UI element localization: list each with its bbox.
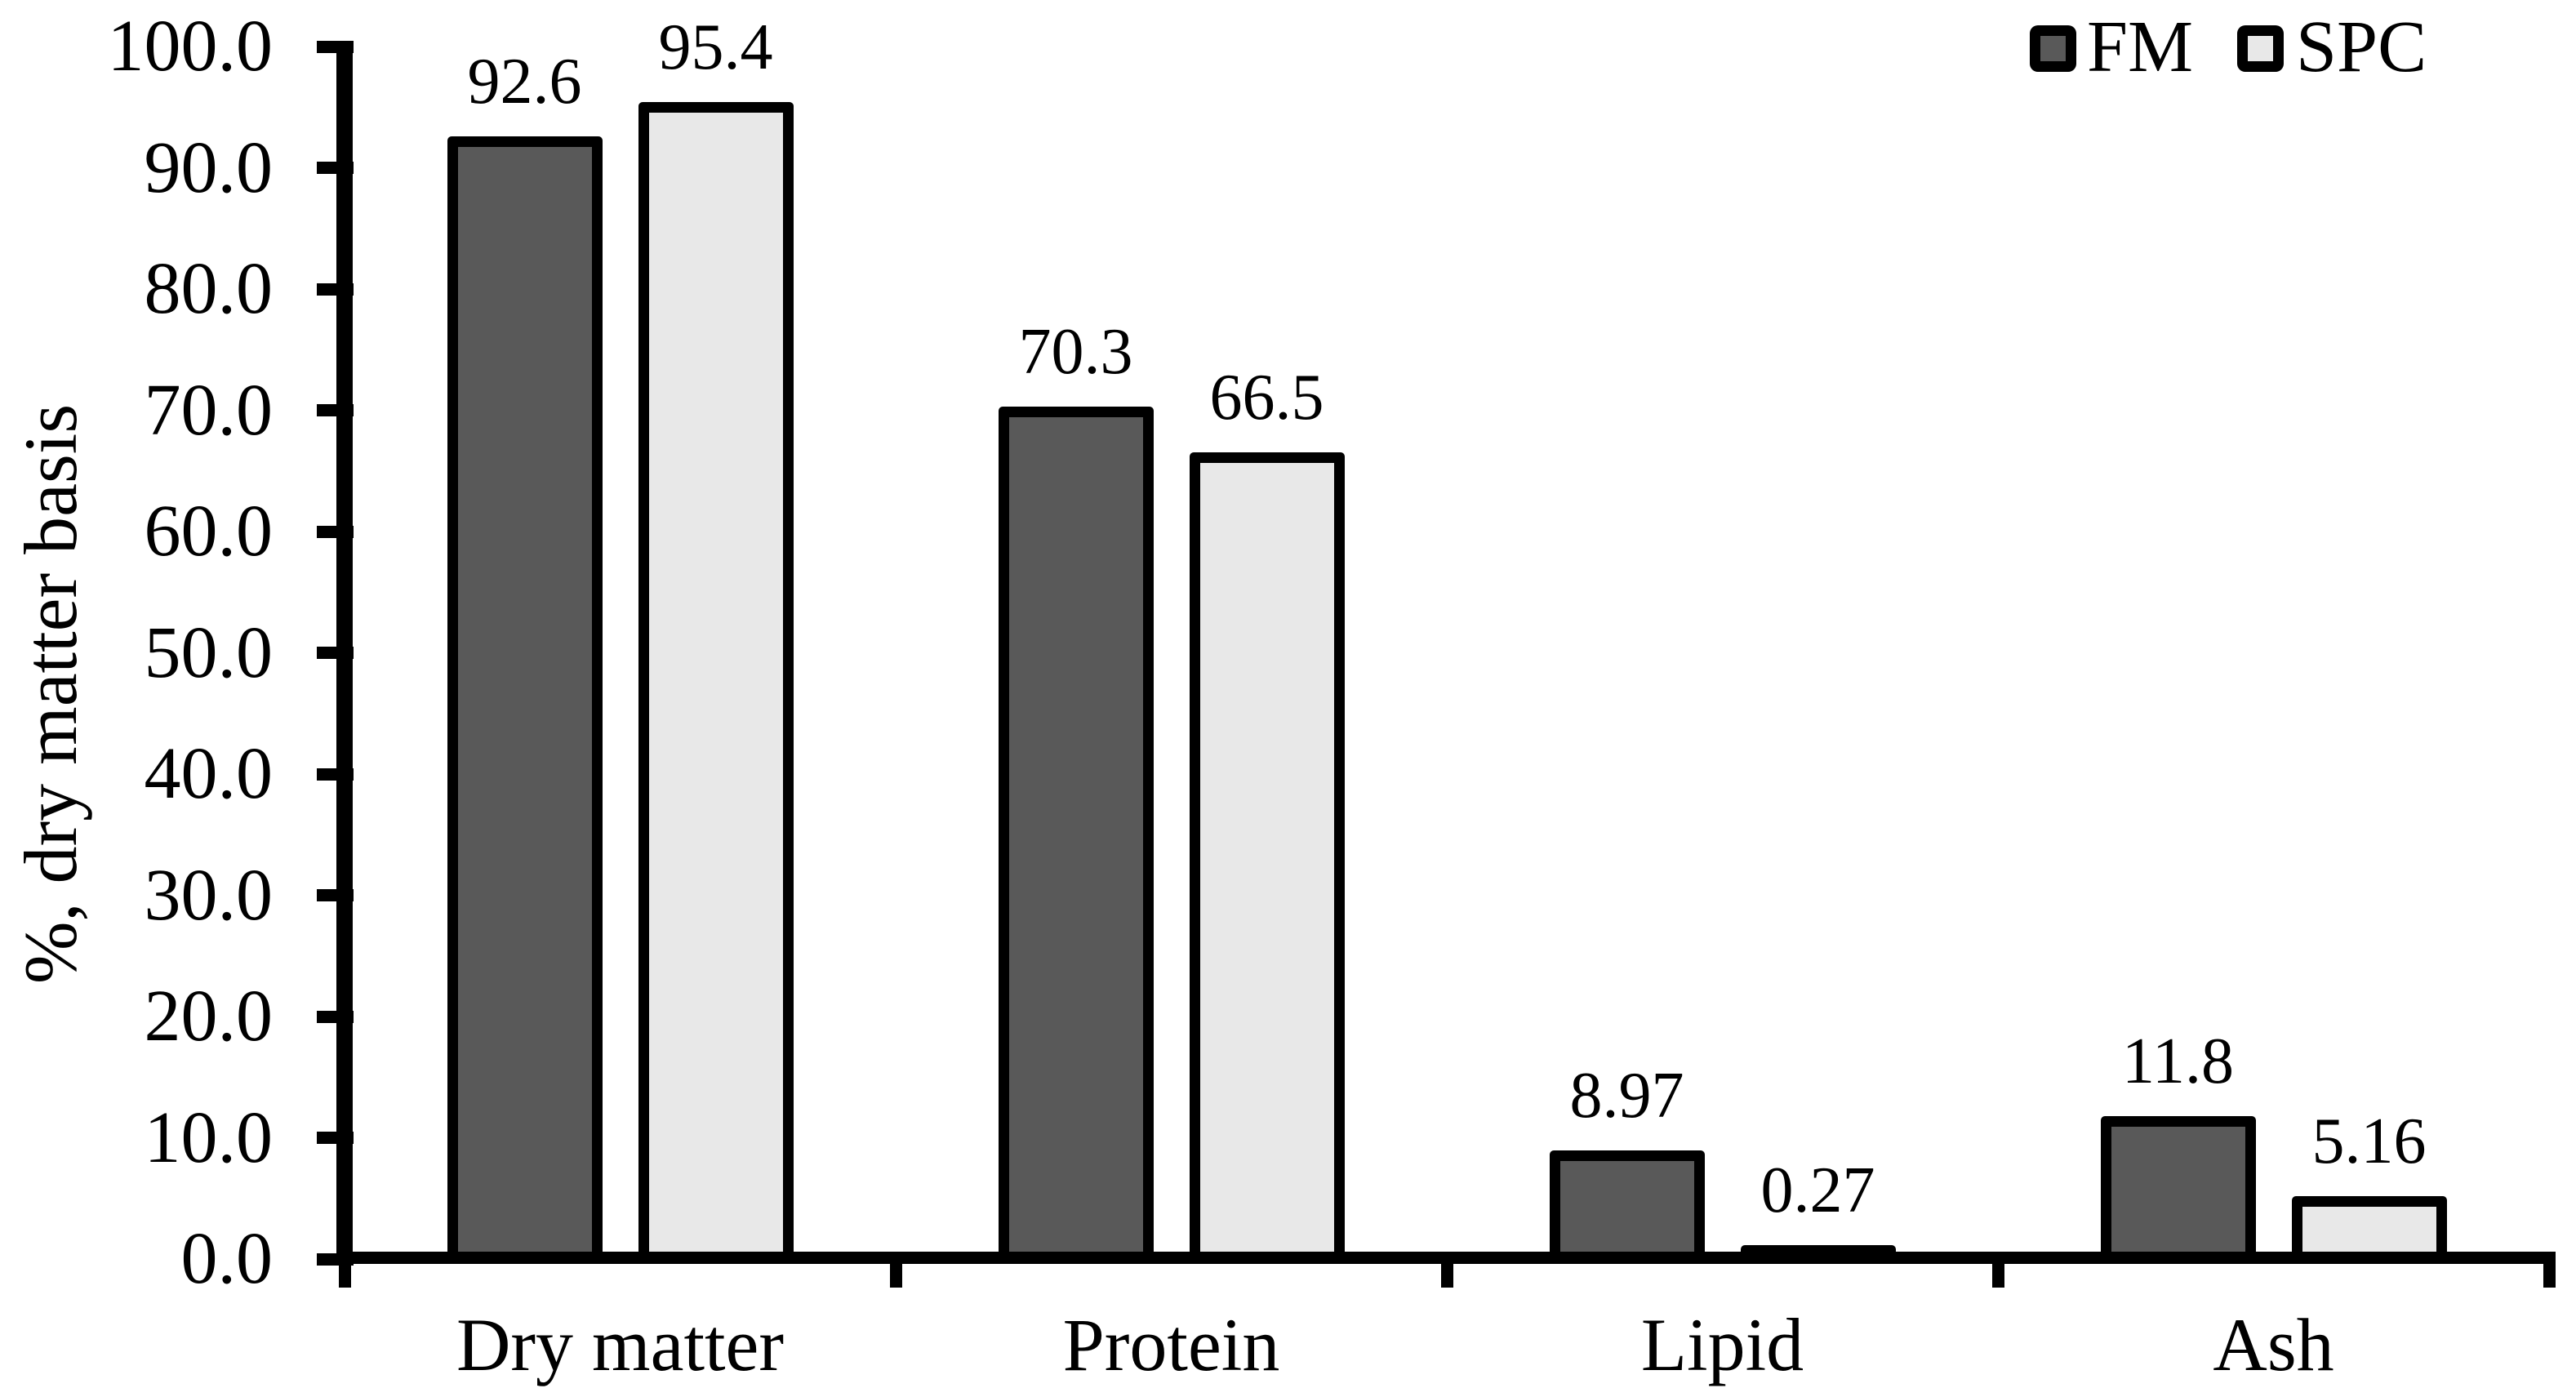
- y-axis-tick-10-0: [317, 1132, 354, 1144]
- y-axis-tick-80-0: [317, 283, 354, 296]
- bar-fm-dry-matter: [447, 136, 603, 1264]
- legend-swatch-spc: [2237, 25, 2284, 72]
- y-axis-tick-20-0: [317, 1010, 354, 1023]
- x-axis-tick-0: [338, 1252, 351, 1288]
- category-label-ash: Ash: [2213, 1303, 2334, 1386]
- bar-fm-protein: [998, 407, 1154, 1264]
- value-label-spc-dry-matter: 95.4: [658, 11, 773, 84]
- legend-label-fm: FM: [2087, 7, 2194, 87]
- y-tick-label-60-0: 60.0: [144, 491, 274, 572]
- value-label-fm-protein: 70.3: [1018, 316, 1133, 389]
- y-tick-label-50-0: 50.0: [144, 612, 274, 693]
- x-axis-tick-3: [1991, 1252, 2004, 1288]
- value-label-fm-lipid: 8.97: [1569, 1059, 1684, 1132]
- x-axis-tick-1: [889, 1252, 902, 1288]
- y-tick-label-80-0: 80.0: [144, 248, 274, 329]
- y-tick-label-40-0: 40.0: [144, 733, 274, 814]
- y-axis-tick-100-0: [317, 40, 354, 53]
- y-axis-tick-60-0: [317, 525, 354, 538]
- value-label-spc-ash: 5.16: [2311, 1106, 2427, 1178]
- value-label-spc-protein: 66.5: [1209, 362, 1324, 434]
- x-axis-tick-4: [2543, 1252, 2556, 1288]
- y-tick-label-10-0: 10.0: [144, 1097, 274, 1178]
- value-label-fm-dry-matter: 92.6: [467, 45, 582, 118]
- legend-label-spc: SPC: [2296, 7, 2427, 87]
- y-axis-tick-40-0: [317, 767, 354, 781]
- y-tick-label-100-0: 100.0: [107, 6, 274, 87]
- y-tick-label-0-0: 0.0: [180, 1218, 274, 1299]
- bar-spc-dry-matter: [638, 102, 794, 1264]
- value-label-spc-lipid: 0.27: [1760, 1154, 1875, 1226]
- x-axis-tick-2: [1440, 1252, 1453, 1288]
- category-label-protein: Protein: [1062, 1303, 1280, 1386]
- y-tick-label-90-0: 90.0: [144, 127, 274, 208]
- y-tick-label-20-0: 20.0: [144, 976, 274, 1057]
- y-axis-tick-70-0: [317, 404, 354, 416]
- y-axis-tick-30-0: [317, 889, 354, 901]
- category-label-dry-matter: Dry matter: [456, 1303, 785, 1386]
- y-axis-tick-90-0: [317, 162, 354, 174]
- bar-fm-ash: [2100, 1115, 2256, 1264]
- bar-spc-protein: [1189, 452, 1345, 1264]
- value-label-fm-ash: 11.8: [2121, 1025, 2235, 1097]
- y-axis-tick-50-0: [317, 647, 354, 659]
- y-tick-label-30-0: 30.0: [144, 854, 274, 936]
- category-label-lipid: Lipid: [1640, 1303, 1804, 1386]
- legend-swatch-fm: [2030, 25, 2076, 72]
- y-tick-label-70-0: 70.0: [144, 369, 274, 451]
